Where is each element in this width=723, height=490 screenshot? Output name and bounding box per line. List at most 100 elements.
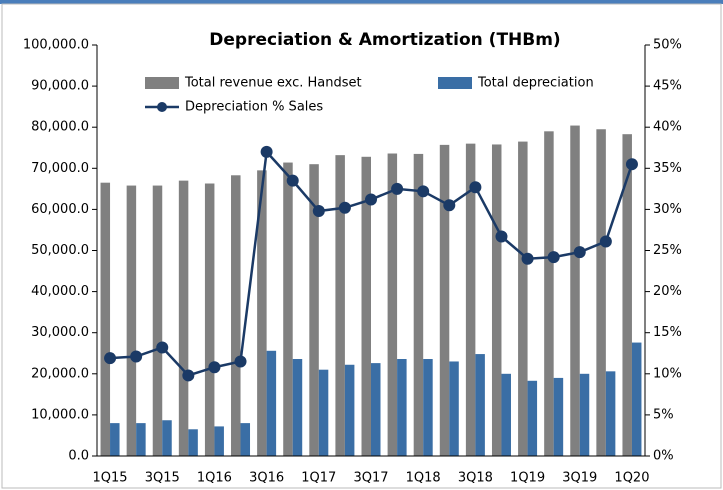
bar <box>596 129 606 456</box>
x-tick-label: 1Q18 <box>406 471 441 486</box>
chart-title: Depreciation & Amortization (THBm) <box>209 30 560 50</box>
line-marker <box>130 350 143 363</box>
line-marker <box>312 205 325 218</box>
y2-tick-label: 40% <box>653 120 682 135</box>
x-tick-label: 1Q20 <box>614 471 649 486</box>
bar <box>439 144 450 457</box>
x-tick-label: 3Q18 <box>458 471 493 486</box>
y2-tick-label: 50% <box>653 38 682 53</box>
bar <box>292 359 303 456</box>
y2-tick-label: 45% <box>653 79 682 94</box>
bar <box>136 423 146 456</box>
y2-tick-label: 10% <box>653 366 682 381</box>
bar <box>188 429 198 456</box>
line-marker <box>234 355 247 368</box>
line-marker <box>547 251 560 264</box>
x-tick-label: 1Q19 <box>510 471 545 486</box>
bar <box>553 377 564 456</box>
y-tick-label: 10,000.0 <box>31 407 89 422</box>
bar <box>162 420 172 456</box>
y-tick-label: 20,000.0 <box>31 366 89 381</box>
y2-tick-label: 35% <box>653 161 682 176</box>
bar <box>605 371 616 456</box>
bar <box>318 369 329 456</box>
top-border <box>0 0 723 4</box>
bar <box>100 182 111 456</box>
bar <box>266 350 277 456</box>
line-marker <box>573 246 586 259</box>
line-marker <box>156 341 169 354</box>
legend-marker <box>157 102 167 112</box>
bar <box>231 175 241 457</box>
bar <box>423 359 433 456</box>
bar <box>152 185 163 456</box>
y2-tick-label: 20% <box>653 284 682 299</box>
y-tick-label: 30,000.0 <box>31 325 89 340</box>
bar <box>397 359 407 456</box>
bar <box>449 361 459 456</box>
x-tick-label: 3Q17 <box>353 471 388 486</box>
bar <box>371 363 381 456</box>
bar <box>178 180 189 456</box>
legend-swatch <box>145 77 179 89</box>
line-marker <box>391 182 404 195</box>
line-marker <box>469 181 482 194</box>
legend-label: Total depreciation <box>477 76 594 91</box>
bar <box>570 125 580 456</box>
bar <box>335 155 345 456</box>
line-marker <box>260 145 273 158</box>
line-marker <box>417 185 430 198</box>
frame <box>1 3 722 489</box>
line-marker <box>338 201 351 214</box>
y2-tick-label: 5% <box>653 407 674 422</box>
x-tick-label: 1Q17 <box>301 471 336 486</box>
line-marker <box>208 361 221 374</box>
bar <box>579 373 590 456</box>
x-tick-label: 3Q19 <box>562 471 597 486</box>
line-marker <box>182 369 195 382</box>
bar <box>631 342 642 456</box>
x-tick-label: 3Q15 <box>145 471 180 486</box>
line-marker <box>521 252 534 265</box>
bar <box>475 354 485 456</box>
bar <box>491 144 502 456</box>
y-tick-label: 70,000.0 <box>31 161 89 176</box>
bar <box>110 423 120 456</box>
legend-label: Total revenue exc. Handset <box>184 76 362 91</box>
y-tick-label: 80,000.0 <box>31 120 89 135</box>
bar <box>283 162 293 456</box>
y2-tick-label: 30% <box>653 202 682 217</box>
bar <box>204 183 215 456</box>
y2-tick-label: 15% <box>653 325 682 340</box>
bar <box>622 134 632 456</box>
bar <box>240 423 251 456</box>
x-tick-label: 3Q16 <box>249 471 284 486</box>
bar <box>518 141 528 456</box>
bar <box>361 156 371 457</box>
line-marker <box>286 174 299 187</box>
bar <box>501 373 511 456</box>
bar <box>544 131 554 456</box>
y-tick-label: 60,000.0 <box>31 202 89 217</box>
y-tick-label: 0.0 <box>68 449 89 464</box>
bar <box>214 426 224 456</box>
y2-tick-label: 25% <box>653 243 682 258</box>
line-marker <box>365 193 377 206</box>
bar <box>387 153 398 456</box>
y-tick-label: 100,000.0 <box>23 38 89 53</box>
y-tick-label: 40,000.0 <box>31 284 89 299</box>
x-tick-label: 1Q16 <box>197 471 232 486</box>
bar <box>257 170 267 457</box>
line-marker <box>443 199 456 212</box>
legend-swatch <box>438 77 472 89</box>
bar <box>309 164 319 456</box>
y-tick-label: 90,000.0 <box>31 79 89 94</box>
bar <box>344 364 355 456</box>
line-marker <box>104 352 117 365</box>
line-marker <box>495 230 508 243</box>
line-marker <box>599 235 612 248</box>
bar <box>126 185 137 456</box>
bar <box>465 143 476 456</box>
legend-label: Depreciation % Sales <box>185 100 323 115</box>
